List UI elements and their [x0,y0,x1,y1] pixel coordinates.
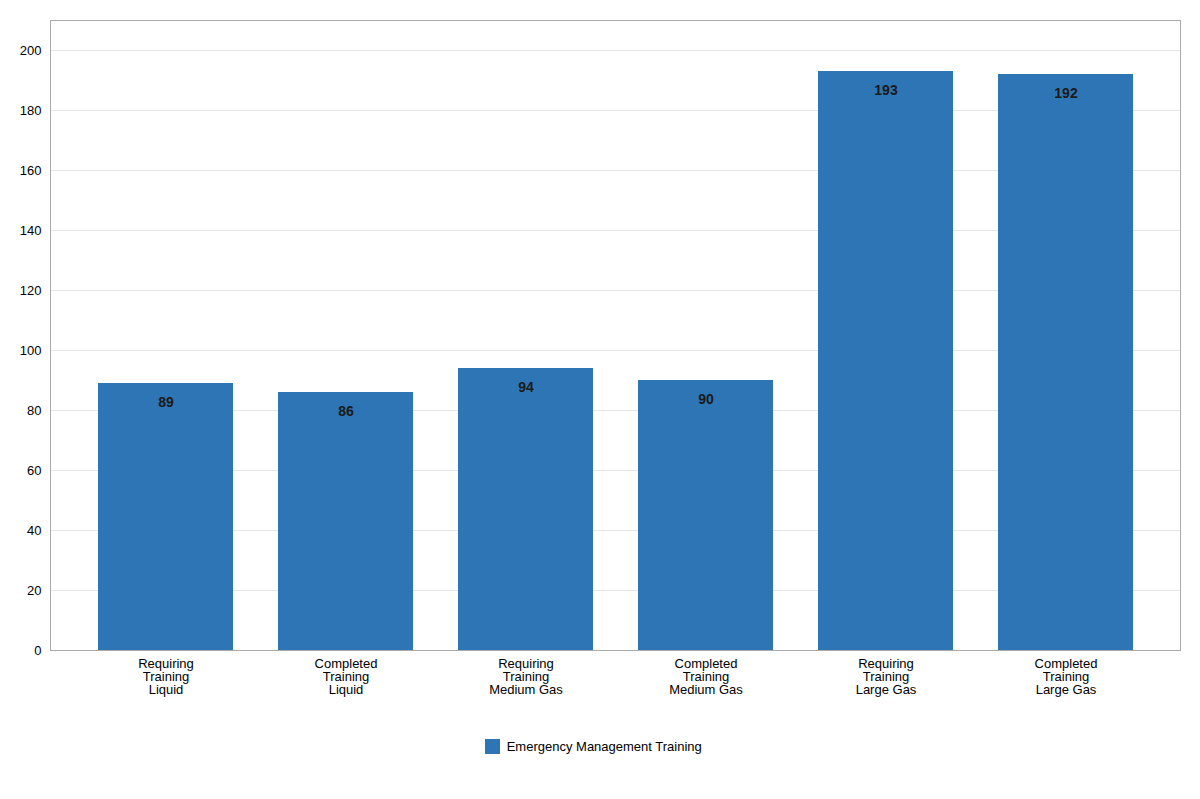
svg-text:200: 200 [20,43,42,58]
svg-text:140: 140 [20,223,42,238]
svg-text:120: 120 [20,283,42,298]
svg-text:RequiringTrainingMedium Gas: RequiringTrainingMedium Gas [489,656,563,697]
svg-text:160: 160 [20,163,42,178]
svg-text:94: 94 [518,379,534,395]
svg-text:40: 40 [27,523,41,538]
svg-text:RequiringTrainingLiquid: RequiringTrainingLiquid [138,656,194,697]
svg-text:192: 192 [1054,85,1078,101]
svg-text:60: 60 [27,463,41,478]
svg-text:100: 100 [20,343,42,358]
svg-text:RequiringTrainingLarge Gas: RequiringTrainingLarge Gas [856,656,917,697]
svg-text:0: 0 [34,643,41,658]
svg-text:80: 80 [27,403,41,418]
svg-text:89: 89 [158,394,174,410]
svg-text:CompletedTrainingMedium Gas: CompletedTrainingMedium Gas [669,656,743,697]
svg-text:193: 193 [874,82,898,98]
html-text:Emergency Management Training: Emergency Management Training [506,739,702,754]
svg-text:90: 90 [698,391,714,407]
svg-text:86: 86 [338,403,354,419]
svg-text:180: 180 [20,103,42,118]
svg-text:20: 20 [27,583,41,598]
svg-text:CompletedTrainingLiquid: CompletedTrainingLiquid [315,656,378,697]
svg-text:CompletedTrainingLarge Gas: CompletedTrainingLarge Gas [1035,656,1098,697]
